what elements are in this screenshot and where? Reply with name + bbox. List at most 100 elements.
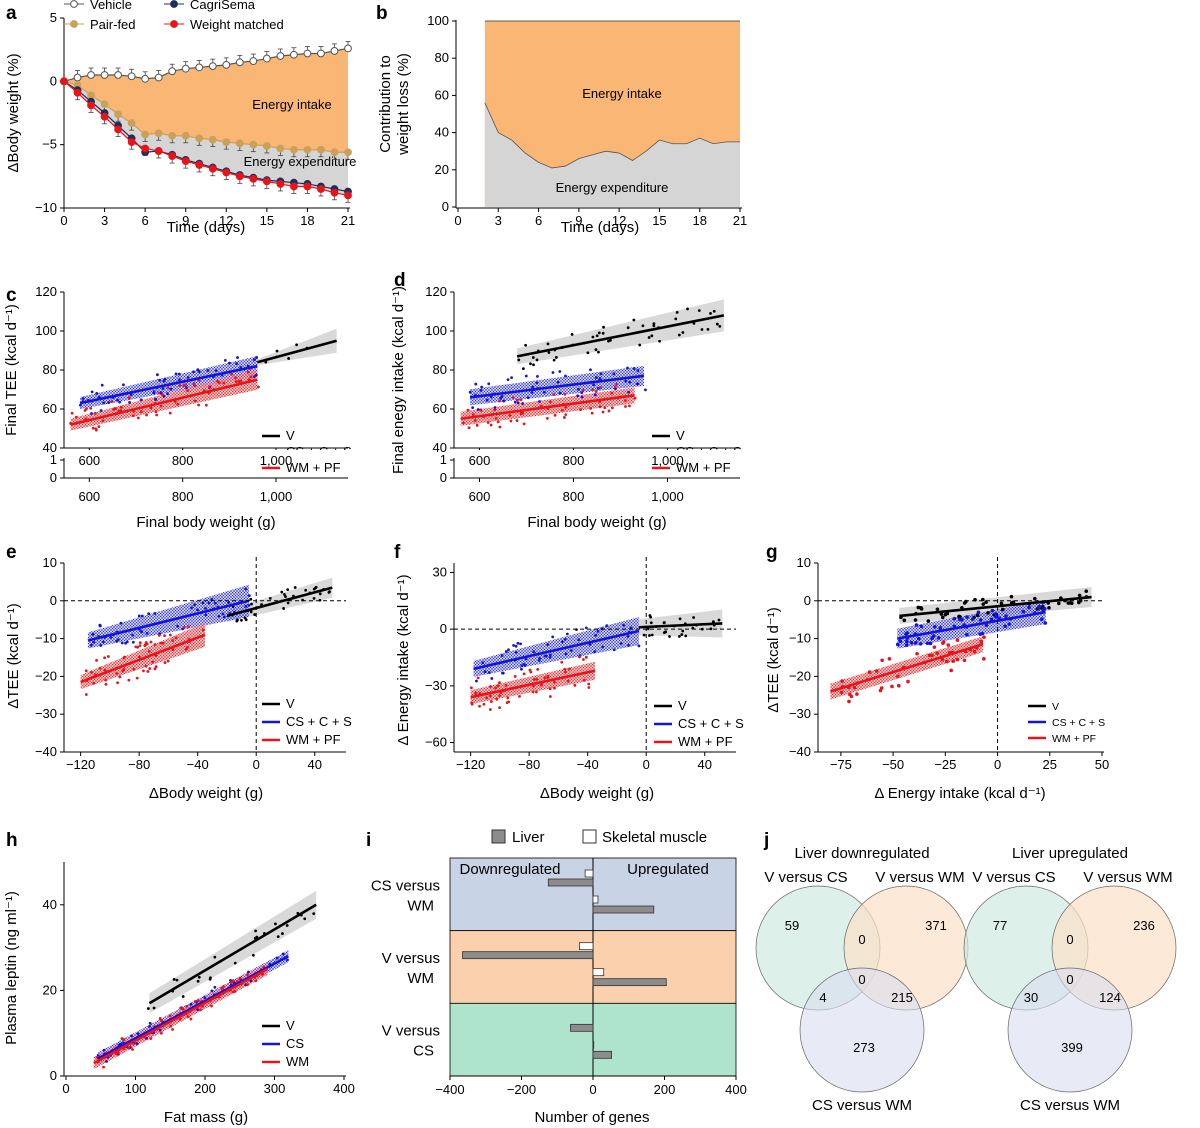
data-point-2: [979, 639, 984, 644]
data-point-1: [564, 374, 567, 378]
y-tick-label: 80: [435, 50, 449, 65]
data-point: [114, 71, 122, 79]
data-point-2: [97, 425, 101, 429]
data-point-1: [474, 382, 478, 386]
data-point-1: [244, 604, 248, 608]
y-tick-label: 0: [804, 593, 811, 608]
data-point-1: [275, 956, 279, 960]
x-tick-label: 15: [652, 213, 666, 228]
data-point-1: [984, 623, 989, 627]
header-upregulated: Upregulated: [627, 861, 709, 878]
legend-swatch-liver: [491, 829, 506, 844]
data-point-2: [473, 419, 477, 422]
data-point-0: [935, 607, 940, 612]
x-tick-label: −75: [830, 757, 852, 772]
data-point-2: [470, 701, 474, 705]
x-tick-label: −80: [128, 757, 150, 772]
bar-1-1: [462, 951, 594, 960]
data-point-1: [960, 618, 964, 622]
data-point-2: [179, 1006, 183, 1010]
data-point-1: [493, 406, 497, 409]
data-point-2: [231, 979, 235, 983]
data-point-1: [560, 640, 564, 644]
panel-b-chart: 0 3 6 9 12 15 18 21 0 20 40 60 80 100 Contribution to w…: [377, 13, 747, 236]
legend-label: CS: [286, 1036, 304, 1051]
data-point-1: [120, 641, 124, 645]
data-point-1: [475, 679, 478, 683]
fit-line-1: [87, 599, 250, 642]
y-tick-label: 5: [50, 10, 57, 25]
data-point: [181, 131, 190, 140]
data-point: [249, 57, 258, 65]
data-point-2: [887, 657, 892, 661]
data-point-1: [569, 648, 573, 652]
data-point-1: [122, 383, 125, 387]
data-point-0: [632, 318, 636, 322]
y-tick-label: 40: [433, 440, 447, 455]
legend-label: V: [676, 428, 685, 443]
legend-label: V: [286, 428, 295, 443]
data-point-2: [498, 694, 502, 698]
data-point-0: [962, 601, 967, 605]
data-point-2: [249, 375, 253, 379]
data-point-2: [127, 678, 131, 682]
venn-title-1: Liver upregulated: [1012, 845, 1128, 862]
data-point-2: [98, 666, 102, 670]
data-point: [235, 172, 244, 181]
data-point-0: [554, 356, 558, 359]
ci-band-CS + C + S-hatch: [473, 617, 639, 677]
data-point-0: [638, 343, 642, 347]
data-point-1: [530, 390, 534, 394]
data-point-2: [92, 681, 96, 685]
data-point-2: [169, 1024, 173, 1028]
fit-line-0: [899, 595, 1092, 618]
y-tick-label: 40: [43, 440, 57, 455]
data-point-2: [553, 413, 557, 417]
legend-label: CagriSema: [190, 0, 256, 12]
panel-e-xlabel: ΔBody weight (g): [149, 785, 263, 802]
data-point-1: [512, 644, 515, 647]
data-point: [141, 130, 150, 139]
data-point-2: [197, 999, 200, 1003]
data-point-0: [916, 605, 921, 610]
data-point-1: [580, 395, 584, 399]
data-point-1: [176, 624, 179, 628]
data-point-1: [513, 400, 517, 404]
fit-line-1: [473, 629, 640, 671]
data-point-2: [945, 659, 949, 664]
data-point-0: [647, 336, 651, 339]
fit-line-2: [470, 669, 596, 699]
data-point-1: [169, 387, 173, 391]
data-point-1: [192, 370, 195, 374]
data-point-0: [243, 616, 247, 620]
data-point-2: [198, 1008, 202, 1012]
data-point-1: [223, 358, 227, 362]
data-point-2: [154, 665, 158, 669]
x-tick-label: 6: [535, 213, 542, 228]
data-point-2: [548, 687, 552, 691]
panel-g-xlabel: Δ Energy intake (kcal d⁻¹): [874, 785, 1045, 802]
venn-label-a: V versus CS: [764, 869, 847, 886]
data-point-0: [718, 325, 722, 328]
panel-g-ylabel: ΔTEE (kcal d⁻¹): [765, 607, 782, 712]
panel-i-chart: −400 −200 0 200 400 Number of genes CS versus W…: [371, 829, 747, 1126]
legend-label: WM + PF: [286, 460, 341, 475]
data-point-1: [535, 381, 539, 385]
legend-label: CS + C + S: [678, 716, 744, 731]
data-point: [344, 191, 352, 200]
data-point-2: [116, 681, 119, 685]
legend-label: V: [678, 698, 687, 713]
data-point-1: [98, 624, 102, 628]
data-point-0: [684, 634, 688, 638]
data-point-2: [158, 1017, 162, 1020]
annotation-energy-expenditure: Energy expenditure: [244, 154, 357, 169]
data-point-0: [282, 607, 286, 610]
data-point-1: [255, 356, 258, 359]
data-point: [290, 182, 298, 191]
bar-1-0: [579, 942, 594, 951]
data-point-2: [566, 679, 570, 683]
data-point-1: [147, 612, 151, 616]
data-point-1: [152, 391, 156, 395]
data-point-1: [531, 385, 535, 389]
